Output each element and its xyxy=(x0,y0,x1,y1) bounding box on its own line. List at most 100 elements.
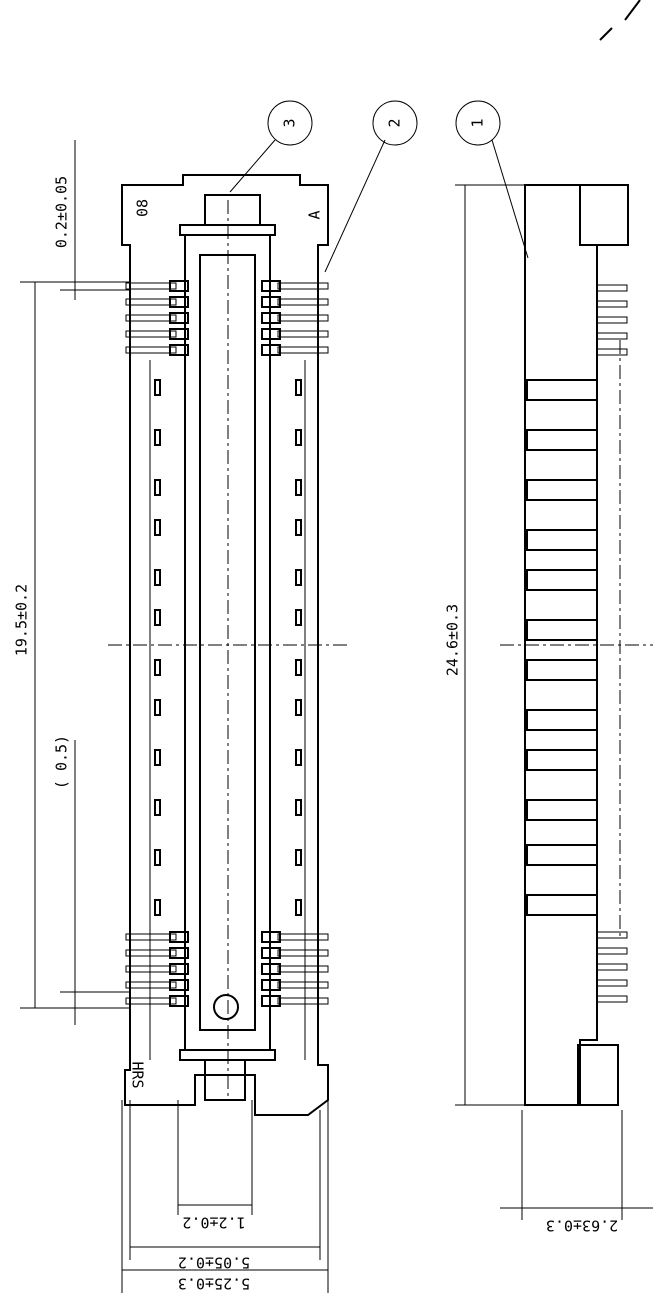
rib xyxy=(295,569,302,586)
pin xyxy=(125,330,177,338)
rib xyxy=(154,479,161,496)
rib xyxy=(295,899,302,916)
slot xyxy=(526,379,598,401)
callout-circle xyxy=(455,100,501,146)
pin-contact xyxy=(169,931,189,943)
pin xyxy=(125,933,177,941)
rib xyxy=(154,849,161,866)
pin-contact xyxy=(261,344,281,356)
slot xyxy=(526,844,598,866)
side-pin xyxy=(596,995,628,1003)
pin xyxy=(277,346,329,354)
pin-contact xyxy=(169,995,189,1007)
pin-contact xyxy=(169,328,189,340)
side-pin xyxy=(596,284,628,292)
rib xyxy=(295,379,302,396)
rib xyxy=(295,749,302,766)
rib xyxy=(154,699,161,716)
pin-contact xyxy=(169,344,189,356)
dimension-label: ( 0.5) xyxy=(53,735,71,789)
side-pin xyxy=(596,332,628,340)
pin-contact xyxy=(261,947,281,959)
pin xyxy=(125,282,177,290)
rib xyxy=(154,429,161,446)
dimension-label: 1.2±0.2 xyxy=(182,1214,245,1232)
pin xyxy=(125,949,177,957)
pin-contact xyxy=(169,947,189,959)
callout-circle xyxy=(267,100,313,146)
pin-contact xyxy=(261,979,281,991)
pin-contact xyxy=(261,963,281,975)
side-pin xyxy=(596,947,628,955)
rib xyxy=(154,799,161,816)
rib xyxy=(154,899,161,916)
dimension-label: 2.63±0.3 xyxy=(546,1217,618,1235)
pin xyxy=(125,997,177,1005)
pin xyxy=(125,314,177,322)
pin-contact xyxy=(261,312,281,324)
side-pin xyxy=(596,931,628,939)
pin-contact xyxy=(169,312,189,324)
pin xyxy=(277,330,329,338)
side-view xyxy=(500,184,653,1106)
slot xyxy=(526,529,598,551)
pin xyxy=(277,981,329,989)
rib xyxy=(295,659,302,676)
pin-contact xyxy=(261,296,281,308)
pin-contact xyxy=(169,280,189,292)
dimension-label: 5.05±0.2 xyxy=(178,1254,250,1272)
side-pin xyxy=(596,963,628,971)
slot xyxy=(526,749,598,771)
side-pin xyxy=(596,348,628,356)
dimension-label: 0.2±0.05 xyxy=(53,176,71,248)
slot xyxy=(526,799,598,821)
slot xyxy=(526,429,598,451)
maker-marking: HRS xyxy=(129,1061,147,1088)
callout-label: 3 xyxy=(281,118,299,127)
slot xyxy=(526,619,598,641)
pin-contact xyxy=(261,328,281,340)
rib xyxy=(295,699,302,716)
pin-contact xyxy=(169,296,189,308)
pin-count-marking: 08 xyxy=(134,199,152,217)
top-view xyxy=(108,174,350,1116)
pin xyxy=(277,949,329,957)
pin-contact xyxy=(169,979,189,991)
rib xyxy=(154,569,161,586)
pin-contact xyxy=(169,963,189,975)
rib xyxy=(154,609,161,626)
polarity-marking: A xyxy=(306,210,324,219)
rib xyxy=(154,379,161,396)
dimension-label: 24.6±0.3 xyxy=(444,604,462,676)
pin-contact xyxy=(261,995,281,1007)
rib xyxy=(154,519,161,536)
pin xyxy=(125,298,177,306)
pin-contact xyxy=(261,931,281,943)
slot xyxy=(526,569,598,591)
slot xyxy=(526,894,598,916)
pin xyxy=(125,981,177,989)
dimension-label: 5.25±0.3 xyxy=(178,1275,250,1293)
side-pin xyxy=(596,300,628,308)
callout-label: 2 xyxy=(386,118,404,127)
pin xyxy=(277,314,329,322)
pin xyxy=(125,965,177,973)
rib xyxy=(154,749,161,766)
pin xyxy=(125,346,177,354)
pin xyxy=(277,965,329,973)
rib xyxy=(295,519,302,536)
rib xyxy=(295,429,302,446)
rib xyxy=(295,849,302,866)
pin-contact xyxy=(261,280,281,292)
rib xyxy=(154,659,161,676)
slot xyxy=(526,479,598,501)
dimension-lines xyxy=(20,139,653,1293)
corner-mark xyxy=(599,0,641,41)
pin xyxy=(277,282,329,290)
dimension-label: 19.5±0.2 xyxy=(13,584,31,656)
callout-circle xyxy=(372,100,418,146)
pin xyxy=(277,298,329,306)
rib xyxy=(295,799,302,816)
rib xyxy=(295,479,302,496)
